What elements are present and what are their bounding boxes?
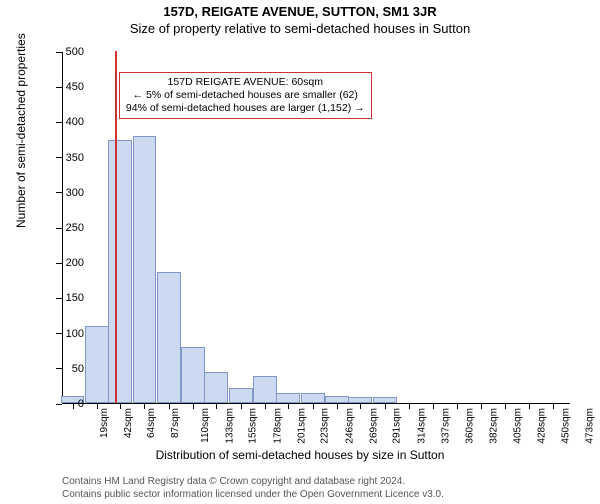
footer-attribution: Contains HM Land Registry data © Crown c… bbox=[62, 476, 444, 501]
property-marker-line bbox=[115, 51, 117, 403]
histogram-bar bbox=[85, 326, 109, 403]
x-tick-label: 291sqm bbox=[392, 408, 403, 444]
footer-line1: Contains HM Land Registry data © Crown c… bbox=[62, 476, 444, 489]
x-tick bbox=[433, 404, 434, 409]
x-tick bbox=[313, 404, 314, 409]
chart-container: 157D, REIGATE AVENUE, SUTTON, SM1 3JR Si… bbox=[0, 4, 600, 504]
histogram-bar bbox=[348, 397, 372, 403]
y-tick-label: 0 bbox=[44, 398, 84, 410]
y-tick-label: 150 bbox=[44, 292, 84, 304]
x-tick-label: 360sqm bbox=[465, 408, 476, 444]
y-tick-label: 350 bbox=[44, 152, 84, 164]
y-tick-label: 250 bbox=[44, 222, 84, 234]
histogram-bar bbox=[157, 272, 181, 403]
x-tick bbox=[288, 404, 289, 409]
x-tick-label: 314sqm bbox=[416, 408, 427, 444]
x-tick bbox=[457, 404, 458, 409]
y-tick-label: 400 bbox=[44, 116, 84, 128]
x-tick-label: 269sqm bbox=[369, 408, 380, 444]
x-tick bbox=[529, 404, 530, 409]
x-tick-label: 19sqm bbox=[99, 408, 110, 438]
page-subtitle: Size of property relative to semi-detach… bbox=[0, 21, 600, 36]
x-tick bbox=[241, 404, 242, 409]
x-tick-label: 450sqm bbox=[560, 408, 571, 444]
x-tick-label: 155sqm bbox=[248, 408, 259, 444]
x-tick-label: 337sqm bbox=[441, 408, 452, 444]
chart-area: 157D REIGATE AVENUE: 60sqm ← 5% of semi-… bbox=[62, 52, 570, 404]
y-tick-label: 100 bbox=[44, 328, 84, 340]
x-tick-label: 201sqm bbox=[297, 408, 308, 444]
info-box-line1: 157D REIGATE AVENUE: 60sqm bbox=[126, 76, 365, 89]
x-tick-label: 405sqm bbox=[513, 408, 524, 444]
y-axis-label: Number of semi-detached properties bbox=[14, 33, 28, 228]
histogram-bar bbox=[276, 393, 300, 403]
histogram-bar bbox=[301, 393, 325, 403]
histogram-bar bbox=[181, 347, 205, 403]
x-axis-label: Distribution of semi-detached houses by … bbox=[0, 448, 600, 462]
x-tick bbox=[409, 404, 410, 409]
histogram-bar bbox=[108, 140, 132, 403]
y-tick-label: 200 bbox=[44, 257, 84, 269]
x-tick bbox=[337, 404, 338, 409]
x-tick-label: 133sqm bbox=[225, 408, 236, 444]
histogram-bar bbox=[204, 372, 228, 403]
y-tick-label: 300 bbox=[44, 187, 84, 199]
x-tick-label: 473sqm bbox=[585, 408, 596, 444]
histogram-bar bbox=[133, 136, 157, 403]
y-tick-label: 50 bbox=[44, 363, 84, 375]
info-box-line3: 94% of semi-detached houses are larger (… bbox=[126, 102, 365, 115]
x-tick bbox=[265, 404, 266, 409]
x-tick-label: 178sqm bbox=[272, 408, 283, 444]
histogram-bar bbox=[229, 388, 253, 403]
histogram-bar bbox=[325, 396, 349, 403]
x-tick-label: 382sqm bbox=[488, 408, 499, 444]
x-tick-label: 110sqm bbox=[200, 408, 211, 443]
x-tick-label: 87sqm bbox=[171, 408, 182, 438]
x-tick bbox=[481, 404, 482, 409]
x-tick bbox=[553, 404, 554, 409]
footer-line2: Contains public sector information licen… bbox=[62, 489, 444, 502]
info-box-line2: ← 5% of semi-detached houses are smaller… bbox=[126, 89, 365, 102]
x-tick bbox=[505, 404, 506, 409]
x-tick-label: 42sqm bbox=[123, 408, 134, 438]
x-tick-label: 223sqm bbox=[320, 408, 331, 444]
y-tick-label: 450 bbox=[44, 81, 84, 93]
y-tick-label: 500 bbox=[44, 46, 84, 58]
page-title: 157D, REIGATE AVENUE, SUTTON, SM1 3JR bbox=[0, 4, 600, 19]
x-tick bbox=[360, 404, 361, 409]
x-tick bbox=[120, 404, 121, 409]
info-box: 157D REIGATE AVENUE: 60sqm ← 5% of semi-… bbox=[119, 72, 372, 119]
histogram-bar bbox=[373, 397, 397, 403]
x-tick bbox=[385, 404, 386, 409]
x-tick bbox=[193, 404, 194, 409]
x-tick-label: 246sqm bbox=[344, 408, 355, 444]
x-tick bbox=[216, 404, 217, 409]
histogram-bar bbox=[253, 376, 277, 403]
x-tick bbox=[97, 404, 98, 409]
x-tick-label: 428sqm bbox=[537, 408, 548, 444]
x-tick-label: 64sqm bbox=[146, 408, 157, 438]
